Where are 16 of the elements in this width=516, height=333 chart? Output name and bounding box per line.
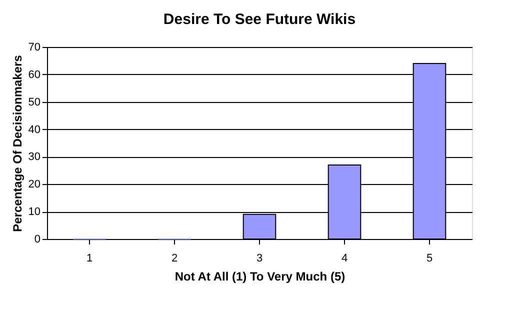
y-tick-label: 10 <box>28 206 40 218</box>
x-axis-title: Not At All (1) To Very Much (5) <box>174 270 346 284</box>
x-tick-label: 3 <box>256 252 263 264</box>
y-tick-label: 40 <box>28 124 40 136</box>
y-axis-title: Percentage Of Decisionmakers <box>10 54 24 232</box>
y-tick-label: 50 <box>28 96 40 108</box>
y-tick-label: 20 <box>28 178 40 191</box>
x-tick-label: 4 <box>341 252 348 264</box>
y-tick-label: 0 <box>34 234 40 246</box>
y-tick-label: 70 <box>28 42 40 54</box>
y-tick-label: 30 <box>28 151 40 164</box>
y-tick-label: 60 <box>28 68 40 81</box>
x-tick-label: 2 <box>171 252 178 264</box>
x-tick-label: 5 <box>426 252 433 264</box>
x-tick-label: 1 <box>86 252 93 264</box>
chart-title: Desire To See Future Wikis <box>163 11 356 28</box>
